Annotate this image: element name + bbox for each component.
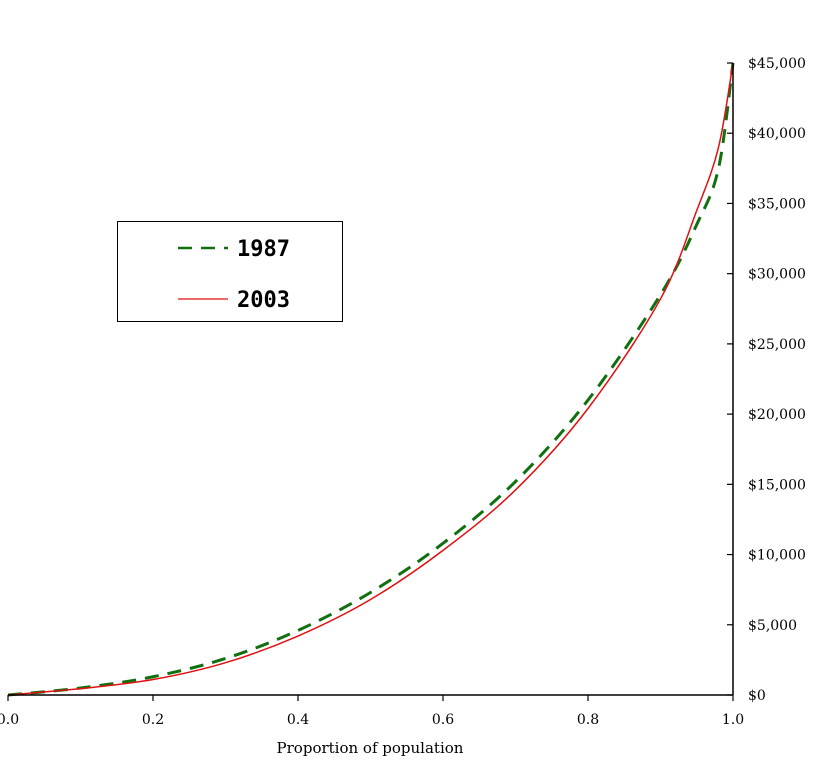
legend-items: 1987 2003	[178, 237, 290, 313]
y-tick-label: $5,000	[748, 618, 797, 634]
series-line-1987	[7, 62, 735, 697]
series-line-2003	[7, 62, 734, 696]
y-tick-label: $0	[748, 688, 766, 704]
y-tick-label: $10,000	[748, 548, 806, 564]
y-tick-label: $20,000	[748, 407, 806, 423]
x-tick-label: 0.6	[432, 712, 454, 728]
legend-label-1987: 1987	[237, 237, 290, 262]
legend-box	[117, 221, 343, 322]
x-tick-label: 0.2	[142, 712, 164, 728]
x-ticks: 0.0 0.2 0.4 0.6 0.8 1.0	[0, 695, 744, 728]
y-tick-label: $45,000	[748, 56, 806, 72]
y-tick-label: $40,000	[748, 126, 806, 142]
y-tick-label: $35,000	[748, 196, 806, 212]
x-tick-label: 0.0	[0, 712, 19, 728]
legend-label-2003: 2003	[237, 288, 290, 313]
axes: 0.0 0.2 0.4 0.6 0.8 1.0 $0 $5,000 $10,000 $15,00…	[0, 56, 806, 728]
y-tick-label: $30,000	[748, 267, 806, 283]
plot-lines	[7, 62, 735, 697]
y-ticks: $0 $5,000 $10,000 $15,000 $20,000 $25,000 $30,…	[727, 56, 806, 704]
x-tick-label: 1.0	[722, 712, 744, 728]
legend: 1987 2003	[117, 221, 343, 322]
x-tick-label: 0.4	[287, 712, 309, 728]
x-tick-label: 0.8	[577, 712, 599, 728]
y-tick-label: $25,000	[748, 337, 806, 353]
y-tick-label: $15,000	[748, 477, 806, 493]
x-axis-title: Proportion of population	[277, 739, 464, 757]
